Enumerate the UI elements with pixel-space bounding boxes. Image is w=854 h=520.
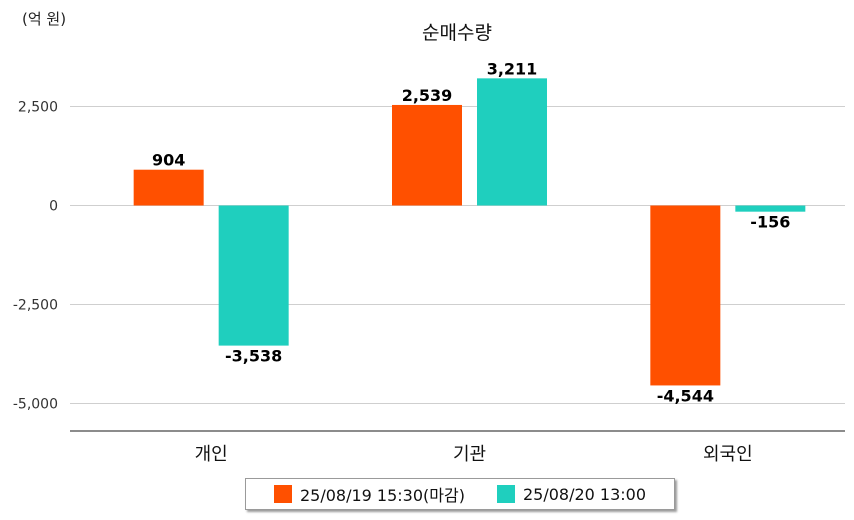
legend-label-series-2: 25/08/20 13:00 bbox=[522, 484, 647, 504]
data-label: 2,539 bbox=[402, 86, 453, 105]
y-tick-label: 0 bbox=[49, 199, 58, 215]
bar-2-2 bbox=[477, 78, 547, 206]
legend-swatch-series-1 bbox=[273, 485, 292, 503]
data-label: 3,211 bbox=[487, 59, 538, 78]
bar-2-3 bbox=[735, 205, 806, 212]
legend: 25/08/19 15:30(마감) 25/08/20 13:00 bbox=[245, 478, 675, 510]
y-tick-label: 2,500 bbox=[18, 100, 58, 116]
unit-label: (억 원) bbox=[22, 10, 67, 28]
data-label: -3,538 bbox=[225, 347, 282, 366]
legend-item-series-2[interactable]: 25/08/20 13:00 bbox=[496, 484, 647, 504]
x-tick-label: 기관 bbox=[453, 444, 486, 465]
legend-swatch-series-2 bbox=[496, 485, 515, 503]
data-label: -156 bbox=[750, 213, 790, 232]
bar-2-1 bbox=[218, 205, 289, 346]
x-tick-label: 개인 bbox=[195, 444, 228, 465]
data-label: 904 bbox=[152, 151, 185, 170]
y-tick-label: -5,000 bbox=[13, 397, 58, 413]
legend-item-series-1[interactable]: 25/08/19 15:30(마감) bbox=[273, 482, 465, 506]
x-tick-label: 외국인 bbox=[703, 444, 753, 465]
legend-label-series-1: 25/08/19 15:30(마감) bbox=[299, 486, 465, 505]
y-tick-label: -2,500 bbox=[13, 298, 58, 314]
bar-1-2 bbox=[392, 104, 462, 206]
bar-1-1 bbox=[133, 169, 204, 206]
data-label: -4,544 bbox=[657, 386, 714, 405]
bar-1-3 bbox=[650, 205, 721, 386]
chart-title: 순매수량 bbox=[422, 22, 492, 44]
